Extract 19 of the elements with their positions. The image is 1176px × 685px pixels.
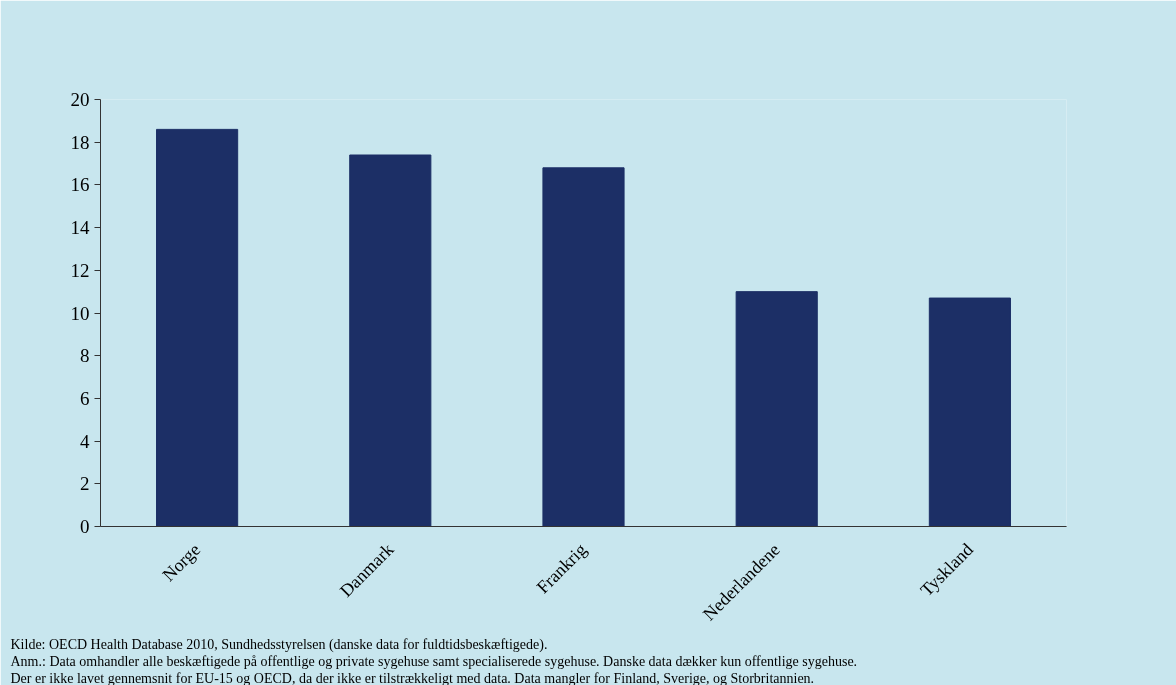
y-tick-label: 18 <box>70 131 90 153</box>
y-tick-label: 16 <box>70 174 90 196</box>
y-tick-label: 4 <box>80 430 90 452</box>
bar <box>735 291 818 527</box>
y-tick-label: 12 <box>70 259 90 281</box>
y-tick-label: 0 <box>80 516 90 537</box>
bar <box>928 297 1011 527</box>
bar <box>542 167 625 527</box>
text: Anm.: Data omhandler alle beskæftigede på offentlige og private sygehuse samt specialiserede sygehuse. Danske data dækker kun offentlige sygehuse. <box>10 653 858 669</box>
y-tick-label: 20 <box>70 89 90 110</box>
text: Kilde: OECD Health Database 2010, Sundhedsstyrelsen (danske data for fuldtidsbeskæftigede). <box>10 636 548 653</box>
y-tick-label: 10 <box>70 302 90 324</box>
y-tick-label: 8 <box>80 345 90 367</box>
y-tick-label: 6 <box>80 387 90 409</box>
y-tick-label: 2 <box>80 473 90 495</box>
bar <box>156 128 239 527</box>
y-tick-label: 14 <box>70 217 90 239</box>
text: Der er ikke lavet gennemsnit for EU-15 og OECD, da der ikke er tilstrækkeligt med data. Data mangler for Finland, Sverige, og Storbritannien. <box>10 670 815 685</box>
bar <box>349 154 432 527</box>
